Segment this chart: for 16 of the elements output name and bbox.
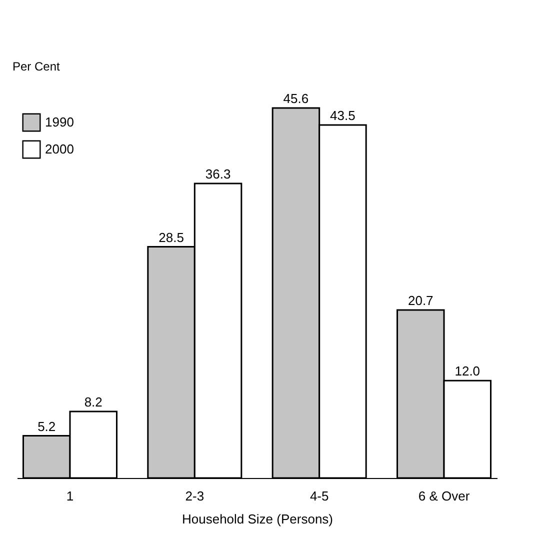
x-tick-label: 2-3: [185, 488, 204, 504]
data-label: 5.2: [38, 418, 56, 434]
y-axis-title: Per Cent: [12, 60, 61, 74]
x-axis-title: Household Size (Persons): [182, 512, 334, 526]
data-label: 12.0: [454, 364, 480, 379]
x-tick-label: 6 & Over: [418, 488, 470, 504]
x-tick-label: 4-5: [310, 488, 329, 504]
legend-label: 2000: [45, 142, 74, 156]
legend-label: 1990: [45, 114, 74, 130]
data-label: 45.6: [283, 91, 309, 106]
data-label: 36.3: [205, 166, 231, 182]
data-label: 8.2: [84, 394, 102, 410]
x-tick-label: 1: [66, 488, 74, 504]
data-label: 43.5: [330, 108, 356, 124]
data-label: 20.7: [408, 293, 434, 308]
data-label: 28.5: [158, 230, 184, 245]
